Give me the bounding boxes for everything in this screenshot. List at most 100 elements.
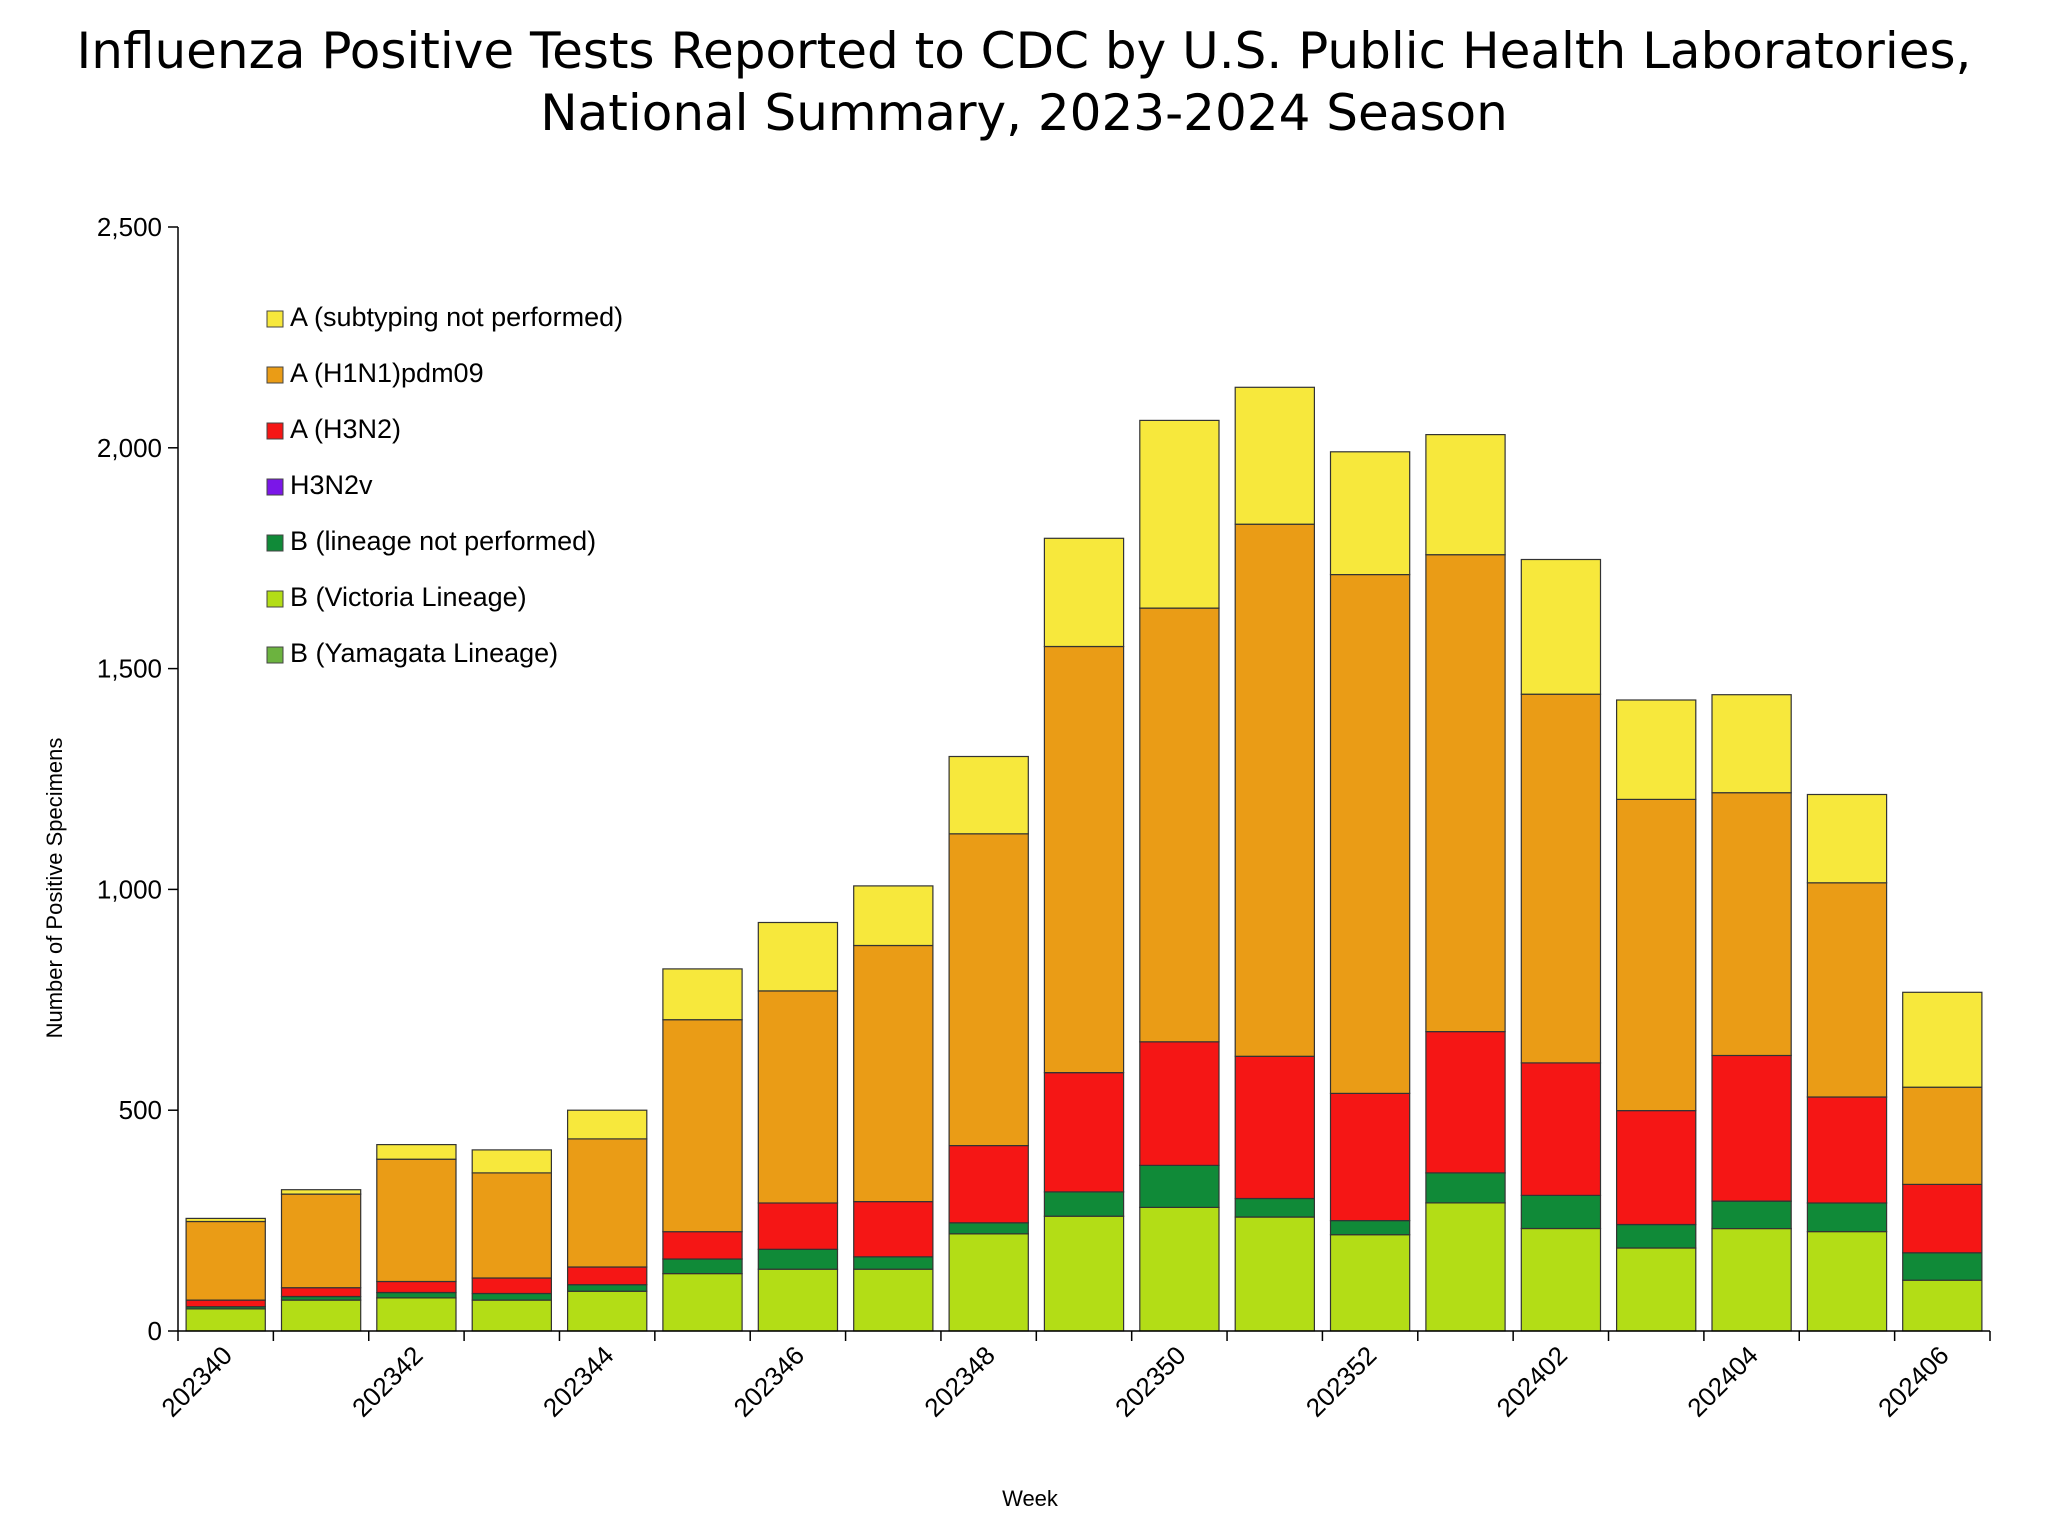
x-tick-label: 202340: [155, 1340, 238, 1423]
bar-segment-202349-a-h3n2: [1043, 1072, 1125, 1193]
bar-segment-202344-a-h3n2: [566, 1266, 648, 1286]
bar-segment-202348-a-h3n2: [948, 1144, 1029, 1224]
legend-swatch-b-yamagata-lineage: [266, 646, 284, 664]
bar-segment-202340-a-h1n1-pdm09: [185, 1220, 266, 1301]
bar-segment-202342-a-subtyping-not-performed: [376, 1143, 457, 1160]
bar-segment-202349-a-h1n1-pdm09: [1043, 645, 1125, 1074]
bar-segment-202341-b-lineage-not-performed: [280, 1295, 362, 1301]
bar-segment-202403-b-lineage-not-performed: [1615, 1223, 1697, 1249]
bar-segment-202347-a-h1n1-pdm09: [853, 944, 934, 1203]
bar-segment-202350-b-lineage-not-performed: [1139, 1164, 1220, 1209]
bar-segment-202406-b-lineage-not-performed: [1902, 1252, 1983, 1281]
bar-segment-202340-a-subtyping-not-performed: [185, 1217, 266, 1223]
bar-segment-202348-b-victoria-lineage: [948, 1233, 1029, 1332]
bar-segment-202348-a-subtyping-not-performed: [948, 755, 1029, 835]
bar-segment-202351-b-lineage-not-performed: [1234, 1197, 1315, 1218]
bar-segment-202351-a-h1n1-pdm09: [1234, 523, 1315, 1057]
bar-segment-202343-b-victoria-lineage: [471, 1299, 553, 1332]
legend-label-b-lineage-not-performed: B (lineage not performed): [290, 526, 596, 556]
bar-segment-202405-b-lineage-not-performed: [1806, 1202, 1888, 1233]
bar-segment-202340-b-victoria-lineage: [185, 1308, 266, 1332]
legend-label-a-h1n1-pdm09: A (H1N1)pdm09: [290, 358, 484, 388]
bar-segment-202403-a-h1n1-pdm09: [1615, 798, 1697, 1112]
bar-segment-202401-a-h3n2: [1425, 1030, 1506, 1174]
bar-segment-202341-b-victoria-lineage: [280, 1299, 362, 1332]
bar-segment-202349-a-subtyping-not-performed: [1043, 537, 1125, 648]
bar-segment-202347-a-h3n2: [853, 1200, 934, 1258]
chart-title: Influenza Positive Tests Reported to CDC…: [0, 20, 2048, 144]
bar-segment-202406-a-h3n2: [1902, 1183, 1983, 1254]
x-tick-label: 202406: [1872, 1340, 1955, 1423]
x-tick-label: 202348: [918, 1340, 1001, 1423]
bar-segment-202346-b-lineage-not-performed: [757, 1248, 839, 1270]
bar-segment-202403-b-victoria-lineage: [1615, 1247, 1697, 1332]
x-tick-label: 202344: [537, 1340, 620, 1423]
bar-segment-202348-a-h1n1-pdm09: [948, 833, 1029, 1147]
y-tick-label: 2,500: [97, 212, 162, 242]
bar-segment-202402-b-victoria-lineage: [1520, 1227, 1602, 1332]
bar-segment-202350-b-victoria-lineage: [1139, 1206, 1220, 1332]
legend-label-b-victoria-lineage: B (Victoria Lineage): [290, 582, 527, 612]
bar-segment-202401-a-h1n1-pdm09: [1425, 554, 1506, 1033]
bar-segment-202348-b-lineage-not-performed: [948, 1222, 1029, 1235]
bar-segment-202406-a-h1n1-pdm09: [1902, 1086, 1983, 1185]
legend-swatch-h3n2v: [266, 478, 284, 496]
bar-segment-202345-b-lineage-not-performed: [662, 1258, 743, 1275]
x-axis-title: Week: [1002, 1486, 1059, 1511]
bar-segment-202405-a-h3n2: [1806, 1096, 1888, 1204]
bar-segment-202352-b-lineage-not-performed: [1329, 1219, 1411, 1236]
bar-segment-202352-b-victoria-lineage: [1329, 1234, 1411, 1332]
bar-segment-202344-b-lineage-not-performed: [566, 1283, 648, 1292]
bar-segment-202341-a-subtyping-not-performed: [280, 1189, 362, 1195]
bar-segment-202346-a-h3n2: [757, 1202, 839, 1250]
bar-segment-202346-a-subtyping-not-performed: [757, 921, 839, 992]
bar-segment-202345-a-subtyping-not-performed: [662, 968, 743, 1021]
bar-segment-202405-b-victoria-lineage: [1806, 1230, 1888, 1332]
bar-segment-202346-b-victoria-lineage: [757, 1268, 839, 1332]
bar-segment-202344-a-h1n1-pdm09: [566, 1138, 648, 1268]
bar-segment-202342-a-h3n2: [376, 1280, 457, 1294]
bar-segment-202342-b-lineage-not-performed: [376, 1291, 457, 1299]
bar-segment-202343-a-h3n2: [471, 1277, 553, 1295]
x-tick-label: 202352: [1300, 1340, 1383, 1423]
bar-segment-202343-a-h1n1-pdm09: [471, 1172, 553, 1279]
bar-segment-202406-b-victoria-lineage: [1902, 1279, 1983, 1332]
x-tick-label: 202404: [1681, 1340, 1764, 1423]
bar-segment-202349-b-lineage-not-performed: [1043, 1191, 1125, 1217]
bar-segment-202349-b-victoria-lineage: [1043, 1215, 1125, 1332]
bar-segment-202402-a-h1n1-pdm09: [1520, 693, 1602, 1064]
bar-segment-202404-a-h1n1-pdm09: [1711, 792, 1792, 1057]
bar-segment-202351-b-victoria-lineage: [1234, 1216, 1315, 1332]
bar-segment-202345-a-h3n2: [662, 1230, 743, 1260]
bar-segment-202352-a-h1n1-pdm09: [1329, 573, 1411, 1095]
chart-title-line-2: National Summary, 2023-2024 Season: [540, 84, 1508, 142]
bar-segment-202341-a-h1n1-pdm09: [280, 1193, 362, 1289]
bar-segment-202404-a-h3n2: [1711, 1054, 1792, 1202]
bar-segment-202403-a-subtyping-not-performed: [1615, 699, 1697, 801]
bar-segment-202347-b-lineage-not-performed: [853, 1256, 934, 1270]
y-axis-title: Number of Positive Specimens: [42, 738, 67, 1039]
bar-segment-202402-a-subtyping-not-performed: [1520, 558, 1602, 695]
chart-title-line-1: Influenza Positive Tests Reported to CDC…: [76, 22, 1972, 80]
bar-segment-202351-a-subtyping-not-performed: [1234, 386, 1315, 525]
bars-layer: [185, 386, 1983, 1332]
legend-swatch-a-subtyping-not-performed: [266, 310, 284, 328]
bar-segment-202346-a-h1n1-pdm09: [757, 990, 839, 1204]
bar-segment-202401-b-victoria-lineage: [1425, 1202, 1506, 1332]
x-tick-label: 202350: [1109, 1340, 1192, 1423]
bar-segment-202345-a-h1n1-pdm09: [662, 1019, 743, 1233]
bar-segment-202343-b-lineage-not-performed: [471, 1292, 553, 1301]
y-tick-label: 0: [148, 1316, 162, 1346]
x-tick-label: 202402: [1490, 1340, 1573, 1423]
y-tick-label: 1,000: [97, 874, 162, 904]
bar-segment-202352-a-h3n2: [1329, 1092, 1411, 1222]
bar-segment-202351-a-h3n2: [1234, 1055, 1315, 1200]
legend-swatch-b-victoria-lineage: [266, 590, 284, 608]
bar-segment-202405-a-h1n1-pdm09: [1806, 882, 1888, 1098]
legend-swatch-b-lineage-not-performed: [266, 534, 284, 552]
bar-segment-202403-a-h3n2: [1615, 1109, 1697, 1226]
bar-segment-202404-b-victoria-lineage: [1711, 1227, 1792, 1332]
bar-segment-202402-a-h3n2: [1520, 1062, 1602, 1197]
bar-segment-202342-a-h1n1-pdm09: [376, 1158, 457, 1283]
bar-segment-202350-a-subtyping-not-performed: [1139, 419, 1220, 609]
